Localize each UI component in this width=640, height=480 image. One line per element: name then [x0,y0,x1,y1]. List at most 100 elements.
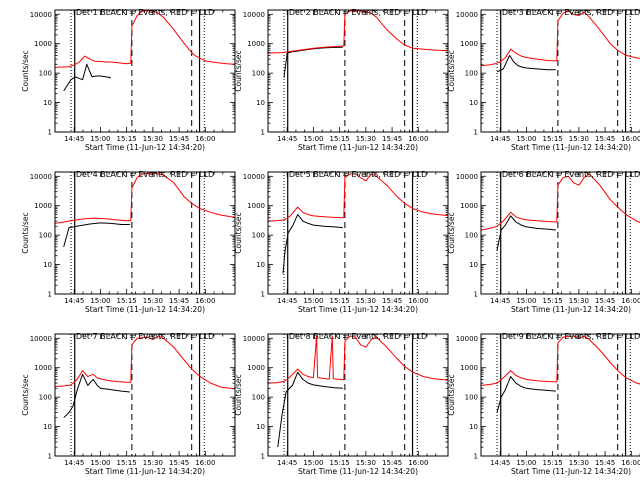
events-series-line [496,376,556,413]
x-tick-label: 16:00 [408,135,428,143]
panel-title: Det 2 BLACK = Events, RED = LLD [289,8,427,17]
panel-title: Det 6 BLACK = Events, RED = LLD [502,170,640,179]
x-tick-label: 14:45 [490,297,510,305]
y-tick-label: 10000 [456,335,478,343]
x-tick-label: 15:30 [356,297,376,305]
x-tick-label: 15:00 [516,135,536,143]
y-axis-label: Counts/sec [21,374,30,415]
lld-series-line [55,335,235,390]
x-tick-label: 16:00 [621,459,640,467]
y-tick-label: 10 [469,99,478,107]
x-axis-label: Start Time (11-Jun-12 14:34:20) [85,305,205,314]
y-axis-label: Counts/sec [234,50,243,91]
x-tick-label: 15:30 [569,459,589,467]
x-axis-label: Start Time (11-Jun-12 14:34:20) [298,305,418,314]
x-tick-label: 16:00 [195,135,215,143]
x-tick-label: 15:45 [595,459,615,467]
y-tick-label: 1 [261,291,265,299]
x-tick-label: 14:45 [64,135,84,143]
plot-content [481,10,640,132]
x-tick-label: 15:30 [143,297,163,305]
x-tick-label: 15:45 [169,459,189,467]
x-tick-label: 15:45 [382,459,402,467]
lld-series-line [481,335,640,386]
y-axis-label: Counts/sec [21,212,30,253]
y-tick-label: 1000 [34,202,52,210]
x-axis-label: Start Time (11-Jun-12 14:34:20) [511,305,631,314]
x-axis-label: Start Time (11-Jun-12 14:34:20) [85,467,205,476]
events-series-line [283,46,343,78]
y-tick-label: 1000 [460,40,478,48]
lld-series-line [55,10,235,68]
y-tick-label: 1000 [247,364,265,372]
detector-panel-8: 1 10 100 1000 10000 14:45 15:00 15:15 15:30 15:45… [234,332,449,476]
lld-series-line [268,10,448,54]
y-tick-label: 100 [465,394,478,402]
x-tick-label: 15:00 [516,297,536,305]
x-tick-label: 15:15 [117,297,137,305]
x-tick-label: 14:45 [277,297,297,305]
x-tick-label: 15:15 [330,135,350,143]
y-tick-label: 10000 [456,11,478,19]
plot-content [268,172,448,294]
x-tick-label: 16:00 [195,297,215,305]
plot-content [268,334,448,456]
x-tick-label: 16:00 [195,459,215,467]
panel-title: Det 8 BLACK = Events, RED = LLD [289,332,427,341]
panel-title: Det 5 BLACK = Events, RED = LLD [289,170,427,179]
detector-panel-9: 1 10 100 1000 10000 14:45 15:00 15:15 15:30 15:45… [447,332,640,476]
events-series-line [63,222,130,248]
plot-content [481,172,640,294]
x-tick-label: 14:45 [277,135,297,143]
x-tick-label: 14:45 [490,459,510,467]
plot-content [55,172,235,294]
y-tick-label: 10000 [456,173,478,181]
plot-frame [267,9,449,133]
x-tick-label: 15:45 [169,297,189,305]
y-tick-label: 100 [252,394,265,402]
y-tick-label: 10000 [243,335,265,343]
plot-content [55,334,235,456]
x-tick-label: 14:45 [64,459,84,467]
y-tick-label: 10000 [243,173,265,181]
lld-series-line [55,172,235,224]
panel-title: Det 4 BLACK = Events, RED = LLD [76,170,214,179]
events-series-line [496,54,556,73]
lld-series-line [481,10,640,67]
x-tick-label: 14:45 [277,459,297,467]
plot-frame [54,9,236,133]
y-tick-label: 10 [469,261,478,269]
y-tick-label: 1 [261,453,265,461]
x-tick-label: 15:45 [595,135,615,143]
y-tick-label: 1 [261,129,265,137]
x-tick-label: 16:00 [621,135,640,143]
y-tick-label: 100 [465,232,478,240]
lld-series-line [268,173,448,222]
panel-title: Det 1 BLACK = Events, RED = LLD [76,8,214,17]
y-axis-label: Counts/sec [234,212,243,253]
events-series-line [277,371,343,448]
y-tick-label: 1000 [34,364,52,372]
y-tick-label: 10000 [30,173,52,181]
y-tick-label: 10 [43,423,52,431]
y-tick-label: 1 [474,453,478,461]
events-series-line [63,373,130,419]
plot-frame [267,171,449,295]
y-tick-label: 10 [256,261,265,269]
x-axis-label: Start Time (11-Jun-12 14:34:20) [511,143,631,152]
y-tick-label: 100 [252,70,265,78]
events-series-line [63,63,111,92]
plot-frame [480,9,640,133]
y-tick-label: 1 [474,129,478,137]
x-axis-label: Start Time (11-Jun-12 14:34:20) [298,143,418,152]
y-axis-label: Counts/sec [447,50,456,91]
events-series-line [282,214,343,274]
y-tick-label: 1 [48,291,52,299]
plot-content [55,10,235,132]
detector-panel-5: 1 10 100 1000 10000 14:45 15:00 15:15 15:30 15:45… [234,170,449,314]
x-tick-label: 16:00 [621,297,640,305]
x-axis-label: Start Time (11-Jun-12 14:34:20) [298,467,418,476]
x-tick-label: 15:30 [356,135,376,143]
y-tick-label: 100 [39,70,52,78]
